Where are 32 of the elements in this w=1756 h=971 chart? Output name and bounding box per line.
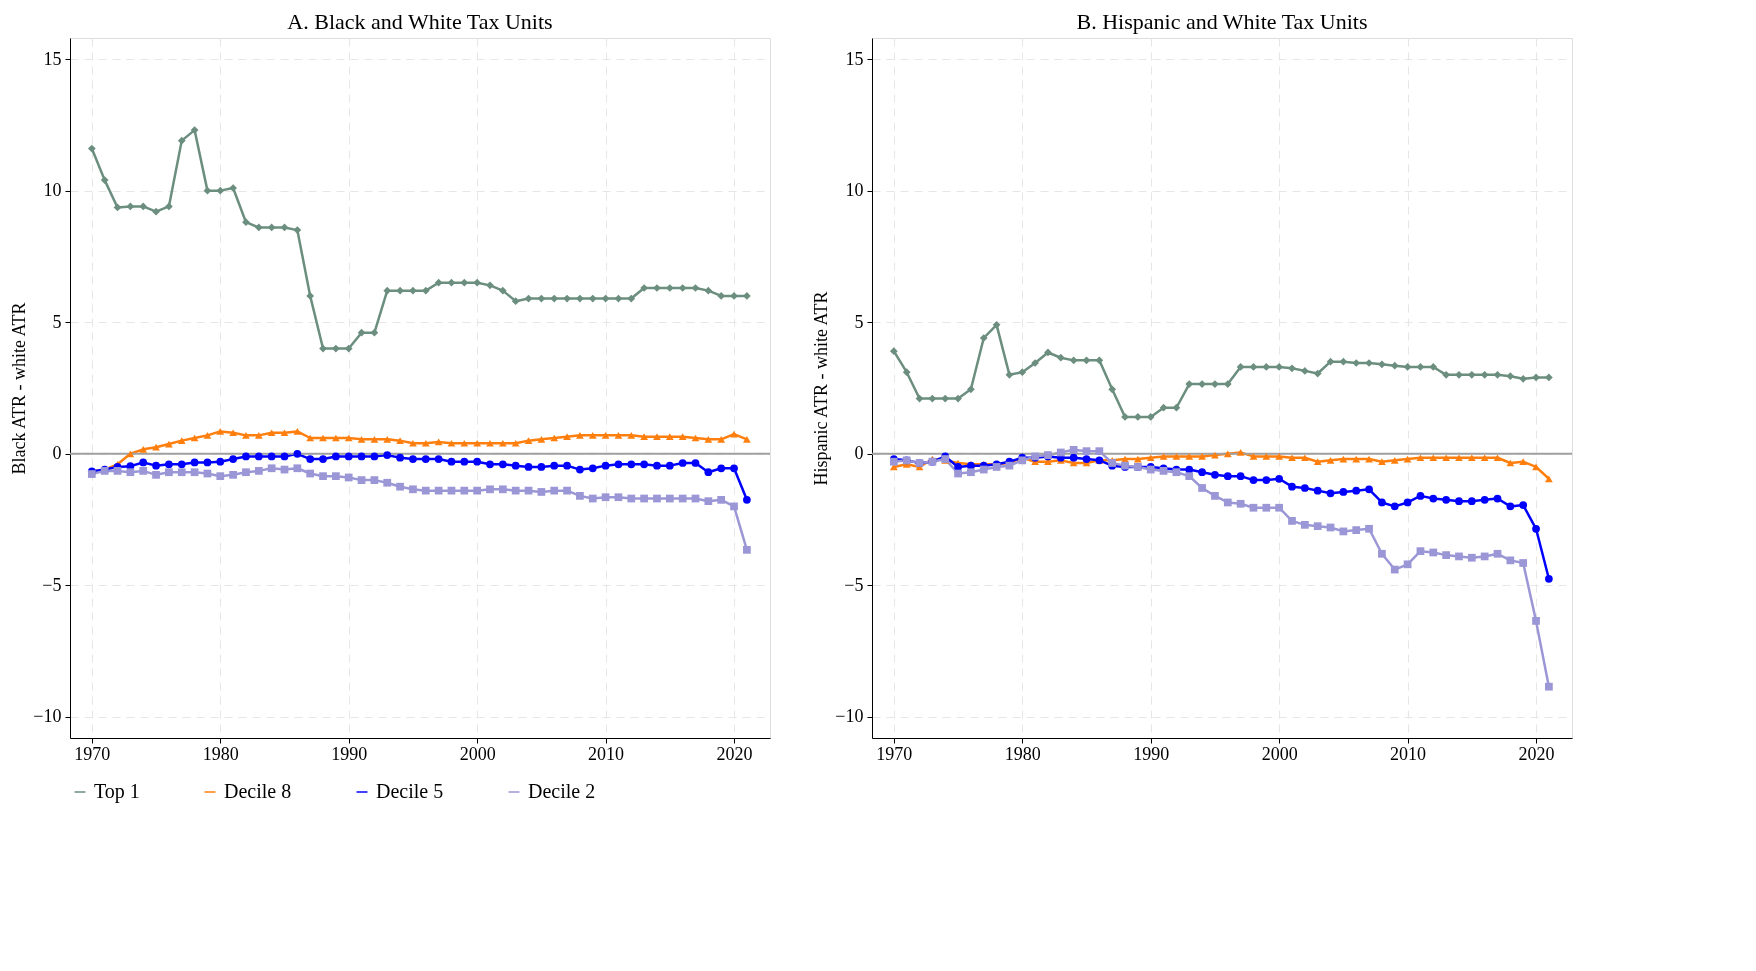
y-tick-label: 5 <box>854 311 864 332</box>
legend-label: Decile 8 <box>224 780 292 802</box>
y-axis-title: Hispanic ATR - white ATR <box>811 291 832 486</box>
legend-label: Top 1 <box>94 780 140 803</box>
legend-label: Decile 5 <box>376 780 444 802</box>
y-tick-label: 5 <box>52 311 62 332</box>
y-tick-label: −10 <box>835 706 864 727</box>
y-tick-label: −10 <box>33 706 62 727</box>
legend-label: Decile 2 <box>528 780 596 802</box>
x-tick-label: 1980 <box>202 743 239 764</box>
y-tick-label: −5 <box>42 574 62 595</box>
y-tick-label: 15 <box>43 48 62 69</box>
y-tick-label: 10 <box>43 180 62 201</box>
y-tick-label: −5 <box>844 574 864 595</box>
y-axis-title: Black ATR - white ATR <box>9 302 30 475</box>
x-tick-label: 2000 <box>459 743 496 764</box>
x-tick-label: 2010 <box>588 743 625 764</box>
x-tick-label: 1990 <box>331 743 368 764</box>
x-tick-label: 2010 <box>1390 743 1427 764</box>
y-tick-label: 0 <box>52 443 62 464</box>
x-tick-label: 1990 <box>1133 743 1170 764</box>
x-tick-label: 2000 <box>1261 743 1298 764</box>
x-tick-label: 1980 <box>1004 743 1041 764</box>
y-tick-label: 0 <box>854 443 864 464</box>
x-tick-label: 1970 <box>876 743 913 764</box>
y-tick-label: 15 <box>845 48 864 69</box>
y-tick-label: 10 <box>845 180 864 201</box>
x-tick-label: 2020 <box>716 743 753 764</box>
x-tick-label: 2020 <box>1518 743 1555 764</box>
x-tick-label: 1970 <box>74 743 111 764</box>
chart-title: B. Hispanic and White Tax Units <box>1076 9 1368 34</box>
chart-title: A. Black and White Tax Units <box>287 9 553 34</box>
